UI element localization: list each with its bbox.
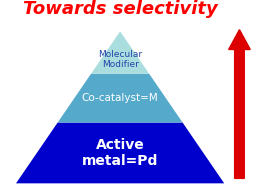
Text: Active
metal=Pd: Active metal=Pd [82, 138, 158, 168]
FancyArrow shape [229, 30, 250, 178]
Polygon shape [91, 31, 149, 74]
Text: Molecular
Modifier: Molecular Modifier [98, 50, 142, 69]
Text: Co-catalyst=M: Co-catalyst=M [82, 93, 159, 103]
Polygon shape [16, 122, 224, 183]
Text: Towards selectivity: Towards selectivity [23, 0, 218, 18]
Polygon shape [58, 74, 183, 122]
